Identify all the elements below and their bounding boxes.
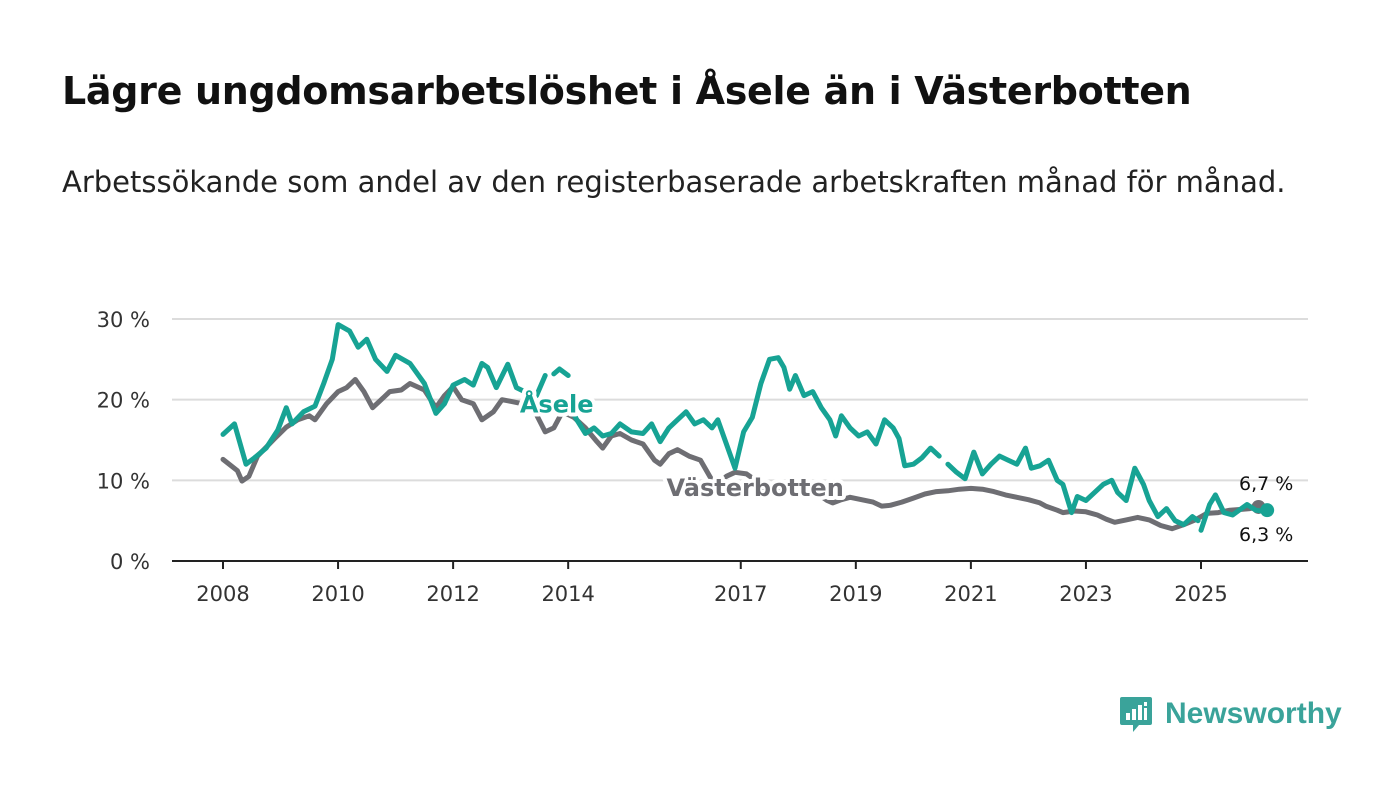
chart-subtitle: Arbetssökande som andel av den registerb… [62, 165, 1286, 199]
series-lines [220, 322, 1275, 533]
x-tick-label: 2019 [829, 582, 882, 606]
series-label-asele: Åsele [520, 390, 594, 419]
chart-title: Lägre ungdomsarbetslöshet i Åsele än i V… [62, 69, 1192, 113]
newsworthy-logo-text: Newsworthy [1165, 697, 1342, 730]
y-tick-label: 0 % [110, 550, 150, 574]
x-tick-label: 2023 [1059, 582, 1112, 606]
y-tick-label: 10 % [97, 469, 150, 493]
end-value-label: 6,3 % [1239, 524, 1293, 546]
series-line-asele [551, 366, 571, 378]
series-line-asele [1198, 492, 1270, 533]
labels: Västerbotten Åsele 6,7 % 6,3 % [516, 386, 1293, 546]
end-value-label: 6,7 % [1239, 473, 1293, 495]
x-tick-label: 2017 [714, 582, 767, 606]
x-tick-label: 2010 [311, 582, 364, 606]
x-tick-label: 2008 [196, 582, 249, 606]
newsworthy-logo-icon [1120, 697, 1152, 732]
series-end-marker [1260, 503, 1275, 518]
axes: 0 % 10 % 20 % 30 % 2008 2010 2012 2014 2017 2019 2… [97, 308, 1308, 606]
series-line-asele [565, 355, 942, 471]
series-label-vasterbotten: Västerbotten [666, 474, 843, 502]
series-line-asele [220, 322, 548, 467]
gridlines [172, 318, 1308, 482]
newsworthy-logo[interactable]: Newsworthy [1119, 690, 1342, 738]
y-tick-label: 30 % [97, 308, 150, 332]
x-tick-label: 2025 [1174, 582, 1227, 606]
x-tick-label: 2014 [541, 582, 594, 606]
series-line-asele [945, 445, 1201, 528]
y-tick-label: 20 % [97, 389, 150, 413]
x-tick-label: 2021 [944, 582, 997, 606]
x-tick-label: 2012 [426, 582, 479, 606]
